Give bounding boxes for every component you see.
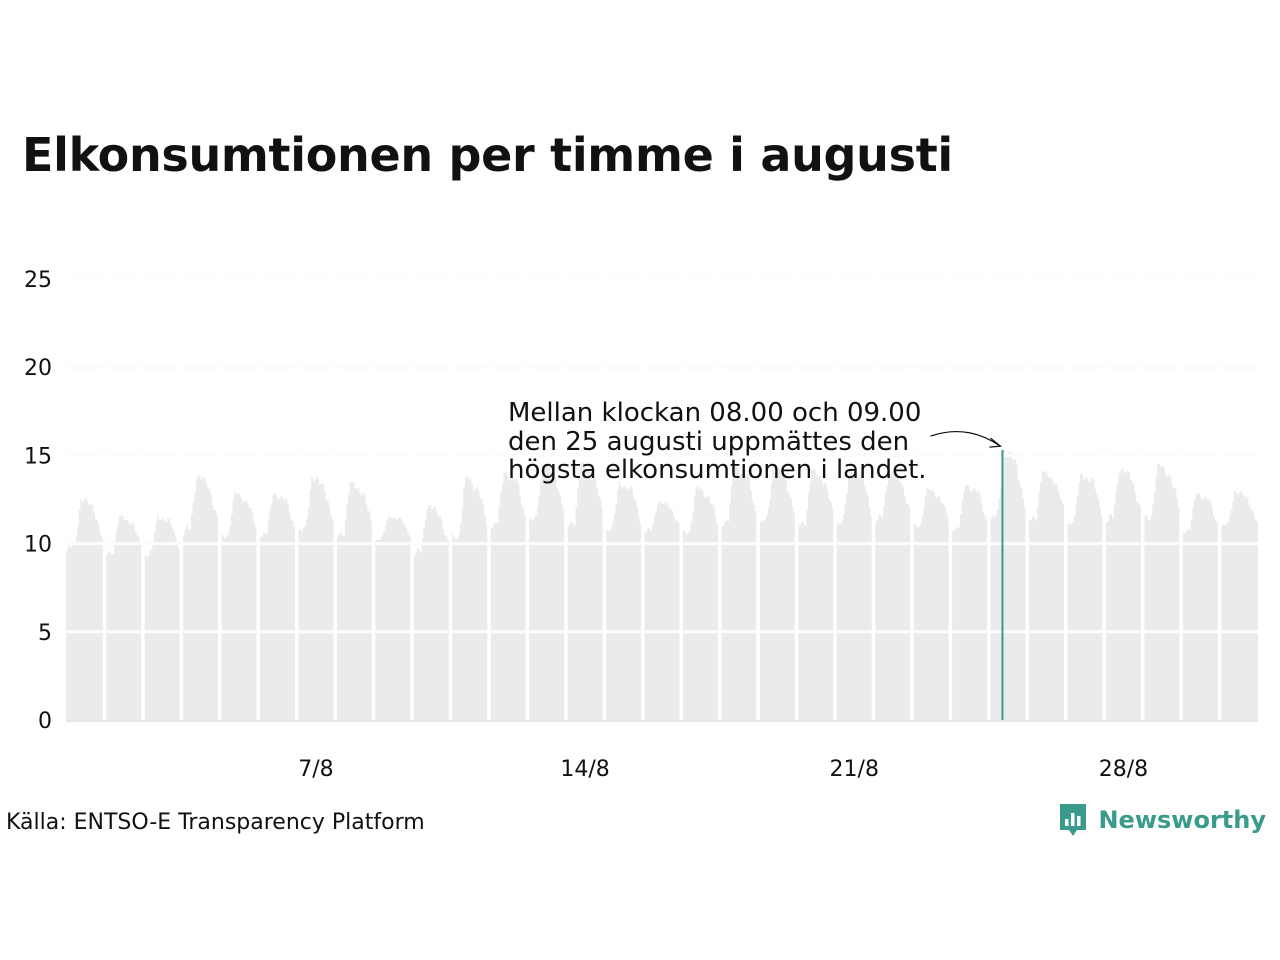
x-tick-label: 28/8 <box>1099 757 1148 782</box>
y-axis-ticks: 0 5 10 15 20 25 <box>24 268 52 734</box>
y-tick-label: 20 <box>24 356 52 381</box>
consumption-area <box>66 450 1258 720</box>
annotation-line-1: Mellan klockan 08.00 och 09.00 <box>508 398 921 428</box>
y-tick-label: 15 <box>24 444 52 469</box>
source-credit: Källa: ENTSO-E Transparency Platform <box>6 810 425 835</box>
y-tick-label: 25 <box>24 268 52 293</box>
y-tick-label: 5 <box>38 621 52 646</box>
y-tick-label: 0 <box>38 709 52 734</box>
x-tick-label: 21/8 <box>830 757 879 782</box>
area-series <box>66 450 1258 720</box>
bar-chart-speech-bubble-icon <box>1060 804 1087 836</box>
annotation-line-2: den 25 augusti uppmättes den <box>508 427 909 457</box>
brand-logo: Newsworthy <box>1058 802 1266 838</box>
day-separators <box>66 277 1258 722</box>
peak-annotation: Mellan klockan 08.00 och 09.00 den 25 au… <box>508 398 1004 720</box>
chart-title: Elkonsumtionen per timme i augusti <box>22 128 953 182</box>
annotation-arrow <box>930 430 1001 447</box>
x-axis-ticks: 7/8 14/8 21/8 28/8 <box>298 757 1148 782</box>
annotation-line-3: högsta elkonsumtionen i landet. <box>508 455 927 485</box>
x-tick-label: 7/8 <box>298 757 333 782</box>
y-tick-label: 10 <box>24 533 52 558</box>
brand-name: Newsworthy <box>1098 806 1266 834</box>
annotation-arrowhead <box>989 437 1002 448</box>
x-tick-label: 14/8 <box>560 757 609 782</box>
consumption-area-chart: 0 5 10 15 20 25 7/8 14/8 21/8 28/8 Mellan klocka… <box>24 268 1258 782</box>
